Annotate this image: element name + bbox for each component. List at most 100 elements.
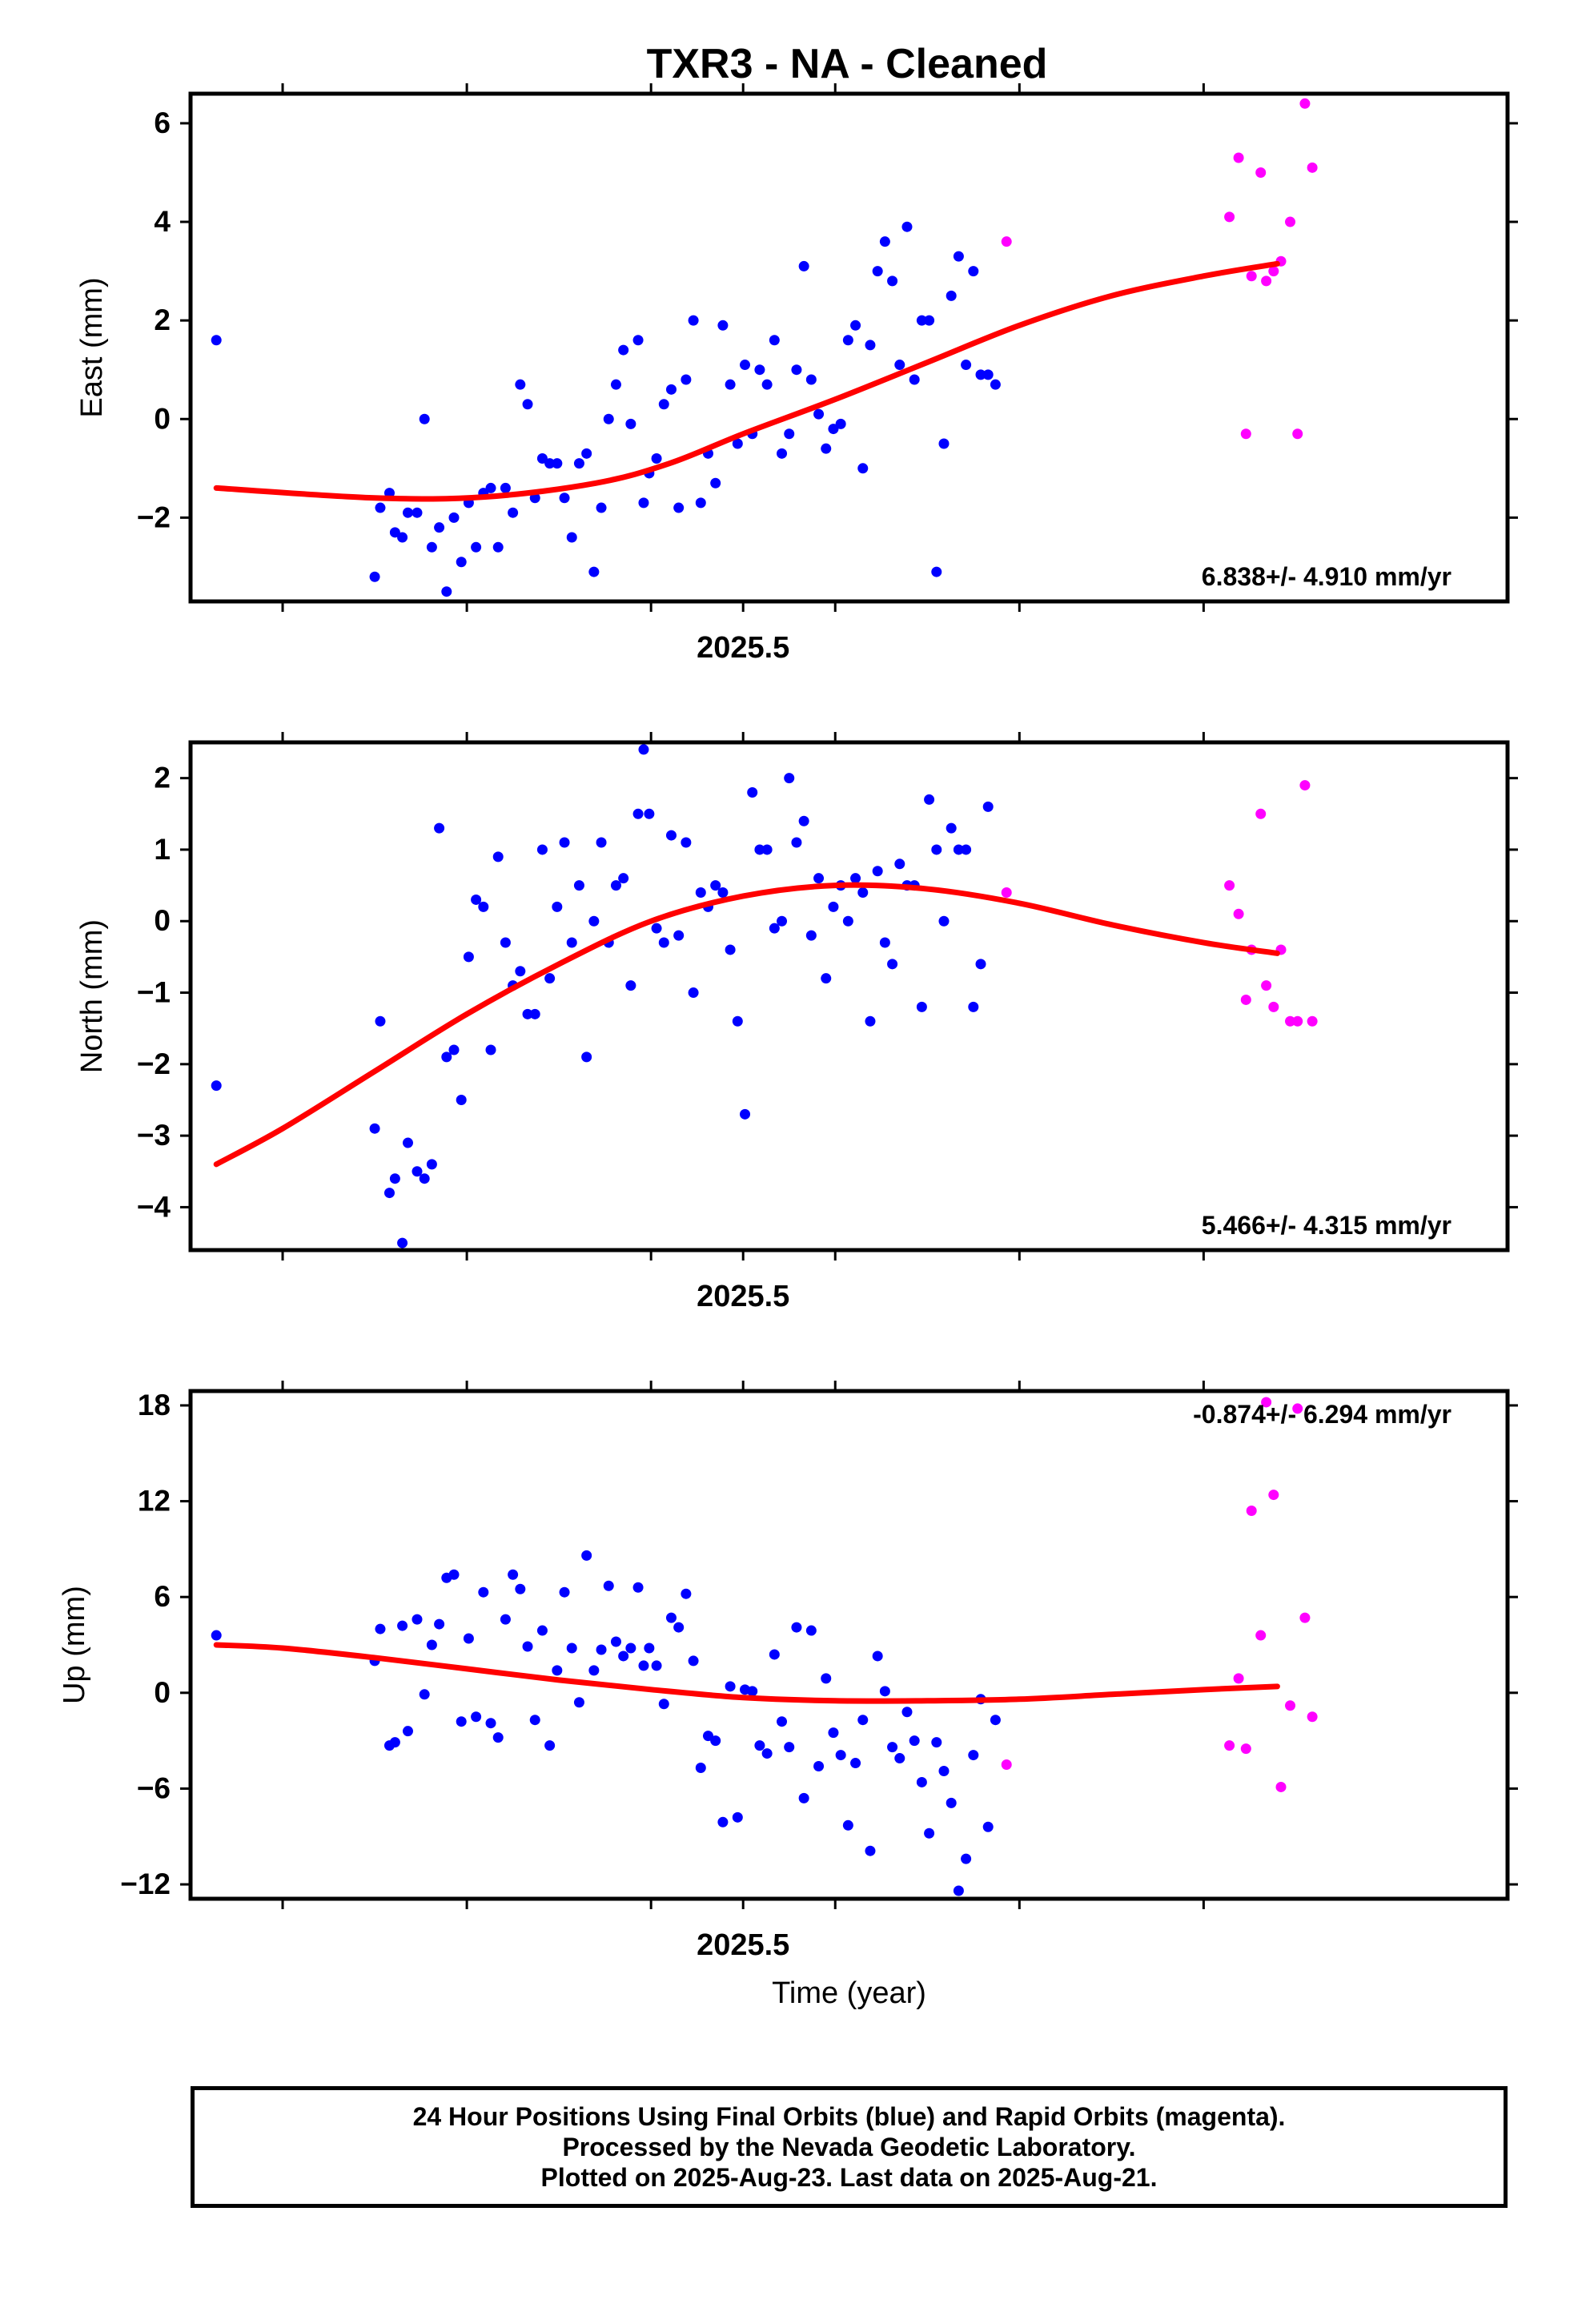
final-orbit-point: [784, 1742, 795, 1753]
final-orbit-point: [529, 1008, 540, 1019]
final-orbit-point: [798, 815, 809, 826]
final-orbit-point: [566, 937, 577, 948]
rapid-orbit-point: [1255, 808, 1267, 819]
final-orbit-point: [544, 1740, 556, 1751]
final-orbit-point: [754, 364, 765, 376]
final-orbit-point: [975, 959, 986, 970]
final-orbit-point: [552, 901, 563, 912]
final-orbit-point: [375, 1623, 386, 1634]
final-orbit-point: [761, 379, 773, 390]
rapid-orbit-point: [1268, 1490, 1279, 1501]
y-tick-label: 18: [138, 1389, 171, 1421]
final-orbit-point: [813, 408, 825, 420]
rapid-orbit-point: [1246, 271, 1257, 282]
rapid-orbit-point: [1240, 428, 1251, 440]
y-tick-label: −6: [137, 1771, 171, 1804]
rapid-orbit-point: [1307, 1015, 1318, 1027]
final-orbit-point: [894, 360, 905, 371]
rapid-orbit-point: [1261, 1397, 1272, 1408]
y-axis-label: Up (mm): [58, 1586, 91, 1704]
final-orbit-point: [471, 541, 482, 553]
final-orbit-point: [500, 937, 511, 948]
rapid-orbit-point: [1240, 1743, 1251, 1755]
final-orbit-point: [638, 744, 649, 755]
final-orbit-point: [990, 1715, 1001, 1726]
final-orbit-point: [732, 1811, 743, 1823]
final-orbit-point: [828, 1727, 839, 1739]
final-orbit-point: [508, 507, 519, 518]
final-orbit-point: [740, 360, 751, 371]
final-orbit-point: [791, 1622, 802, 1633]
final-orbit-point: [953, 1885, 964, 1896]
final-orbit-point: [754, 1740, 765, 1751]
final-orbit-point: [434, 822, 445, 834]
final-orbit-point: [426, 1159, 437, 1170]
final-orbit-point: [596, 837, 607, 848]
final-orbit-point: [982, 369, 994, 380]
final-orbit-point: [610, 880, 621, 891]
final-orbit-point: [754, 844, 765, 855]
final-orbit-point: [566, 1642, 577, 1654]
final-orbit-point: [777, 1716, 788, 1727]
final-orbit-point: [383, 1188, 395, 1199]
final-orbit-point: [397, 532, 408, 543]
final-orbit-point: [515, 966, 526, 977]
final-orbit-point: [732, 438, 743, 449]
final-orbit-point: [842, 1819, 853, 1831]
y-tick-label: −12: [120, 1868, 171, 1900]
final-orbit-point: [747, 787, 758, 798]
final-orbit-point: [850, 1758, 861, 1769]
final-orbit-point: [961, 844, 972, 855]
plot-panels: −2 0 2 4 6 2025.5 East (mm) 6.838+/- 4.910 mm/y…: [58, 83, 1518, 2010]
panel-2: −4 −3 −2 −1 0 1 2 2025.5 North (mm) 5.466+/- 4.31…: [75, 732, 1518, 1313]
final-orbit-point: [681, 837, 692, 848]
y-tick-label: 4: [154, 205, 171, 238]
rapid-orbit-point: [1285, 216, 1296, 227]
fit-curve: [213, 260, 1280, 502]
final-orbit-point: [909, 374, 920, 385]
final-orbit-point: [492, 541, 504, 553]
final-orbit-point: [625, 1642, 636, 1654]
final-orbit-point: [448, 512, 460, 523]
final-orbit-point: [397, 1237, 408, 1248]
final-orbit-point: [717, 320, 729, 331]
final-orbit-point: [402, 1137, 413, 1148]
final-orbit-point: [710, 477, 721, 489]
final-orbit-point: [725, 1681, 736, 1692]
final-orbit-point: [968, 1001, 979, 1012]
final-orbit-point: [857, 1715, 869, 1726]
final-orbit-point: [710, 1735, 721, 1747]
final-orbit-point: [894, 858, 905, 870]
final-orbit-point: [536, 1625, 548, 1636]
y-tick-label: 0: [154, 1676, 171, 1709]
final-orbit-point: [740, 1108, 751, 1120]
final-orbit-point: [975, 369, 986, 380]
final-orbit-point: [419, 1689, 430, 1700]
final-orbit-point: [463, 1633, 474, 1644]
final-orbit-point: [887, 959, 898, 970]
final-orbit-point: [644, 808, 655, 819]
final-orbit-point: [725, 379, 736, 390]
final-orbit-point: [931, 1737, 942, 1748]
final-orbit-point: [522, 1641, 533, 1652]
final-orbit-point: [805, 374, 817, 385]
final-orbit-point: [658, 937, 669, 948]
final-orbit-point: [798, 260, 809, 271]
final-orbit-point: [618, 344, 629, 356]
final-orbit-point: [961, 360, 972, 371]
final-orbit-point: [725, 944, 736, 955]
final-orbit-point: [791, 837, 802, 848]
y-tick-label: 6: [154, 1580, 171, 1613]
final-orbit-point: [448, 1569, 460, 1580]
y-axis-label: North (mm): [75, 919, 109, 1073]
final-orbit-point: [536, 844, 548, 855]
final-orbit-point: [552, 1665, 563, 1676]
final-orbit-point: [426, 1639, 437, 1651]
rapid-orbit-point: [1001, 1759, 1012, 1771]
rapid-orbit-point: [1299, 780, 1311, 791]
final-orbit-point: [529, 1715, 540, 1726]
y-tick-label: −2: [137, 501, 171, 533]
rapid-orbit-point: [1261, 980, 1272, 991]
final-orbit-point: [982, 1821, 994, 1832]
final-orbit-point: [471, 1711, 482, 1723]
